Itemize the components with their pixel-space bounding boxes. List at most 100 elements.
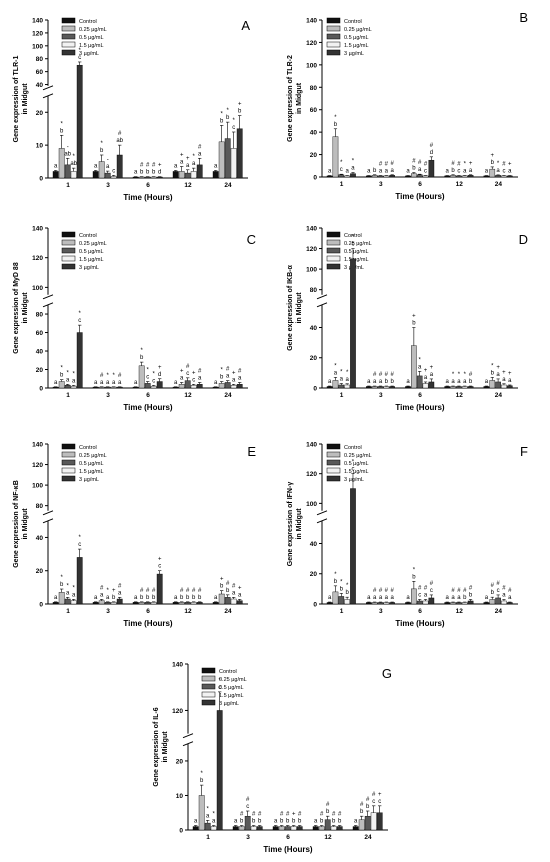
bar <box>324 819 331 831</box>
legend-swatch <box>201 699 216 706</box>
significance-label: a <box>314 819 318 825</box>
significance-label: * <box>67 370 70 376</box>
bar <box>178 171 185 179</box>
significance-label: a <box>206 813 210 819</box>
significance-label: a <box>54 380 58 386</box>
significance-label: a <box>367 595 371 601</box>
significance-label: a <box>198 375 202 381</box>
significance-label: b <box>226 115 230 121</box>
legend-swatch <box>326 41 341 48</box>
bar <box>224 138 231 179</box>
y-tick-label: 60 <box>310 107 318 114</box>
significance-label: b <box>140 355 144 361</box>
legend-label: 0.25 µg/mL <box>219 677 247 683</box>
bar <box>104 386 111 389</box>
significance-label: a <box>406 169 410 175</box>
significance-label: b <box>469 592 473 598</box>
panel-letter: D <box>519 232 528 247</box>
significance-label: # <box>502 162 506 168</box>
significance-label: * <box>340 579 343 585</box>
significance-label: a <box>106 164 110 170</box>
significance-label: b <box>140 595 144 601</box>
significance-label: a <box>100 592 104 598</box>
significance-label: a <box>234 819 238 825</box>
bar <box>224 597 231 605</box>
significance-label: a <box>406 595 410 601</box>
significance-label: a <box>232 590 236 596</box>
significance-label: a <box>496 168 500 174</box>
significance-label: a <box>118 380 122 386</box>
bar <box>64 598 71 605</box>
bar <box>330 826 337 831</box>
y-axis-label: in Midgut <box>296 292 303 324</box>
y-tick-label: 20 <box>36 110 44 117</box>
legend-label: 0.25 µg/mL <box>344 27 372 33</box>
x-tick-label: 12 <box>184 608 192 615</box>
legend-label: Control <box>79 19 97 25</box>
significance-label: # <box>451 588 455 594</box>
bar <box>483 602 490 605</box>
significance-label: + <box>424 368 428 374</box>
bar <box>366 386 372 389</box>
significance-label: a <box>351 166 355 172</box>
significance-label: b <box>220 375 224 381</box>
legend-label: 0.5 µg/mL <box>219 685 244 691</box>
significance-label: * <box>221 111 224 117</box>
y-tick-label: 40 <box>36 349 44 356</box>
bar <box>416 600 423 605</box>
significance-label: * <box>79 311 82 317</box>
significance-label: a <box>485 595 489 601</box>
significance-label: * <box>61 121 64 127</box>
significance-label: b <box>152 170 156 176</box>
x-tick-label: 24 <box>224 392 232 399</box>
significance-label: * <box>346 583 349 589</box>
significance-label: * <box>79 535 82 541</box>
significance-label: a <box>379 169 383 175</box>
significance-label: * <box>413 567 416 573</box>
bar <box>110 602 117 605</box>
y-axis-label: Gene expression of TLR-2 <box>287 55 294 142</box>
bar <box>256 826 263 831</box>
significance-label: b <box>366 804 370 810</box>
legend-swatch <box>61 41 76 48</box>
bar <box>352 826 359 831</box>
legend-label: Control <box>344 445 362 451</box>
significance-label: c <box>152 378 155 384</box>
significance-label: a <box>66 377 70 383</box>
bar <box>428 381 435 389</box>
chart-panel-E: 0 20 40 80 100 120 140 Gene expression of NF-κB… <box>13 442 256 629</box>
significance-label: a <box>446 169 450 175</box>
significance-label: # <box>320 812 324 818</box>
significance-label: # <box>372 792 376 798</box>
significance-label: a <box>485 169 489 175</box>
bar <box>192 826 199 831</box>
significance-label: ab <box>116 138 123 144</box>
legend-swatch <box>326 443 341 450</box>
y-tick-label: 80 <box>310 287 318 294</box>
x-tick-label: 1 <box>340 392 344 399</box>
x-tick-label: 6 <box>146 608 150 615</box>
x-tick-label: 6 <box>418 181 422 188</box>
significance-label: c <box>232 125 235 131</box>
legend-swatch <box>201 675 216 682</box>
significance-label: # <box>430 143 434 149</box>
significance-label: # <box>424 162 428 168</box>
bar <box>92 602 99 605</box>
bar <box>450 602 456 605</box>
legend-label: Control <box>79 233 97 239</box>
significance-label: # <box>186 588 190 594</box>
y-tick-label: 80 <box>36 56 44 63</box>
legend-label: 0.5 µg/mL <box>79 461 104 467</box>
significance-label: ab <box>64 151 71 157</box>
bar <box>132 386 139 389</box>
x-tick-label: 1 <box>340 608 344 615</box>
significance-label: * <box>73 371 76 377</box>
significance-label: * <box>101 141 104 147</box>
bar <box>366 175 372 178</box>
bar <box>383 386 390 389</box>
significance-label: a <box>328 595 332 601</box>
significance-label: a <box>94 163 98 169</box>
significance-label: # <box>326 802 330 808</box>
bar <box>332 380 339 389</box>
significance-label: d <box>158 372 161 378</box>
